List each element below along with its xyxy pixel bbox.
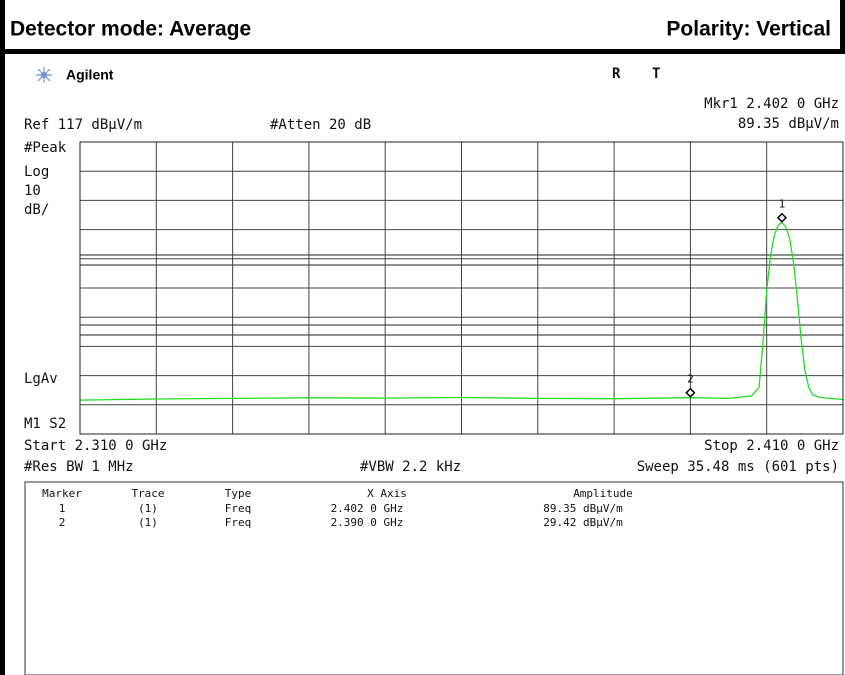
column-header: Amplitude: [573, 487, 633, 500]
detector-mode: Detector mode: Average: [10, 18, 251, 41]
marker-label: 1: [779, 198, 786, 211]
res-bw: #Res BW 1 MHz: [24, 459, 134, 475]
left-label: Log: [24, 164, 49, 180]
left-label: M1 S2: [24, 416, 66, 432]
marker-diamond: [685, 387, 696, 398]
agilent-logo: [36, 67, 52, 83]
column-header: Marker: [42, 487, 82, 500]
table-cell: Freq: [225, 502, 252, 515]
column-header: Type: [225, 487, 252, 500]
table-cell: 2: [59, 516, 66, 529]
table-cell: 1: [59, 502, 66, 515]
table-cell: 89.35 dBμV/m: [543, 502, 623, 515]
left-label: #Peak: [24, 140, 67, 156]
table-cell: Freq: [225, 516, 252, 529]
right-border: [840, 0, 845, 54]
column-header: X Axis: [367, 487, 407, 500]
table-cell: (1): [138, 502, 158, 515]
left-label: dB/: [24, 202, 49, 218]
header-rule: [0, 49, 845, 54]
table-cell: 2.402 0 GHz: [331, 502, 404, 515]
status-t: T: [652, 66, 660, 82]
start-freq: Start 2.310 0 GHz: [24, 438, 167, 454]
stop-freq: Stop 2.410 0 GHz: [704, 438, 839, 454]
status-r: R: [612, 66, 621, 82]
table-cell: 2.390 0 GHz: [331, 516, 404, 529]
column-header: Trace: [131, 487, 164, 500]
left-label: LgAv: [24, 371, 58, 387]
table-cell: 29.42 dBμV/m: [543, 516, 623, 529]
marker-amp: 89.35 dBμV/m: [738, 116, 839, 132]
vbw: #VBW 2.2 kHz: [360, 459, 461, 475]
atten: #Atten 20 dB: [270, 117, 371, 133]
left-border: [0, 0, 5, 675]
brand: Agilent: [66, 67, 114, 83]
trace: [79, 221, 844, 401]
polarity: Polarity: Vertical: [666, 18, 831, 41]
ref-level: Ref 117 dBμV/m: [24, 117, 142, 133]
table-cell: (1): [138, 516, 158, 529]
marker-diamond: [776, 212, 788, 223]
marker-label: 2: [687, 373, 694, 386]
left-label: 10: [24, 183, 41, 199]
sweep: Sweep 35.48 ms (601 pts): [637, 459, 839, 475]
marker-table: [24, 481, 844, 675]
marker-freq: Mkr1 2.402 0 GHz: [704, 96, 839, 112]
plot-frame: [79, 141, 844, 435]
